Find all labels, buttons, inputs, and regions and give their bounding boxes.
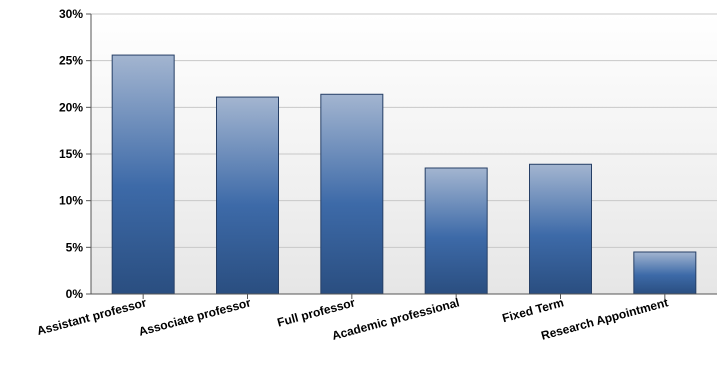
bar	[216, 96, 279, 295]
bar	[529, 163, 592, 295]
x-tick-label: Full professor	[276, 295, 357, 329]
y-tick-label: 20%	[59, 100, 83, 114]
x-tick-label: Fixed Term	[501, 295, 566, 325]
y-axis-tick-labels: 0% 5% 10% 15% 20% 25% 30%	[59, 7, 83, 301]
y-tick-label: 30%	[59, 7, 83, 21]
axes	[86, 13, 717, 299]
x-tick-label: Assistant professor	[35, 295, 148, 338]
y-tick-label: 0%	[66, 287, 84, 301]
y-tick-label: 25%	[59, 54, 83, 68]
y-tick-label: 10%	[59, 194, 83, 208]
bar	[424, 167, 488, 295]
bar	[320, 93, 384, 295]
bars	[111, 54, 697, 295]
x-tick-label: Associate professor	[137, 295, 252, 338]
bar	[111, 54, 175, 295]
gridlines	[91, 13, 717, 248]
bar	[633, 251, 697, 295]
y-tick-label: 15%	[59, 147, 83, 161]
y-tick-label: 5%	[66, 240, 84, 254]
